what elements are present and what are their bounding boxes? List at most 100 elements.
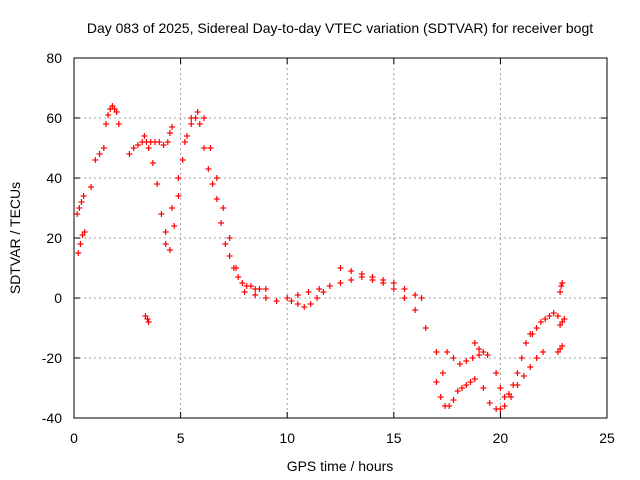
data-point <box>493 370 500 376</box>
x-tick-label: 10 <box>279 430 295 446</box>
data-point <box>497 406 504 412</box>
data-point <box>422 325 429 331</box>
data-point <box>369 274 376 280</box>
data-point <box>81 229 88 235</box>
data-point <box>459 385 466 391</box>
data-point <box>476 352 483 358</box>
data-point <box>166 130 173 136</box>
data-point <box>314 295 321 301</box>
data-point <box>527 364 534 370</box>
data-point <box>484 352 491 358</box>
data-point <box>188 121 195 127</box>
data-point <box>196 121 203 127</box>
data-point <box>207 145 214 151</box>
data-point <box>252 292 259 298</box>
data-point <box>522 340 529 346</box>
y-tick-label: -40 <box>42 410 62 426</box>
data-point <box>256 286 263 292</box>
data-point <box>162 241 169 247</box>
data-point <box>166 247 173 253</box>
data-point <box>213 175 220 181</box>
data-point <box>209 181 216 187</box>
x-tick-label: 5 <box>177 430 185 446</box>
data-point <box>546 313 553 319</box>
data-point <box>194 109 201 115</box>
data-point <box>390 286 397 292</box>
data-point <box>175 175 182 181</box>
data-point <box>505 391 512 397</box>
data-point <box>486 400 493 406</box>
data-point <box>239 280 246 286</box>
chart-title: Day 083 of 2025, Sidereal Day-to-day VTE… <box>87 20 593 36</box>
data-point <box>78 199 85 205</box>
data-point <box>520 373 527 379</box>
data-point <box>518 355 525 361</box>
data-point <box>450 355 457 361</box>
data-point <box>326 283 333 289</box>
data-point <box>401 286 408 292</box>
data-point <box>160 142 167 148</box>
data-point <box>337 280 344 286</box>
data-point <box>80 193 87 199</box>
data-point <box>144 316 151 322</box>
data-point <box>480 385 487 391</box>
data-point <box>169 124 176 130</box>
data-point <box>141 133 148 139</box>
data-point <box>181 139 188 145</box>
data-point <box>156 139 163 145</box>
data-point <box>307 301 314 307</box>
data-point <box>550 310 557 316</box>
data-point <box>96 151 103 157</box>
data-point <box>542 316 549 322</box>
data-point <box>450 397 457 403</box>
x-axis-label: GPS time / hours <box>287 458 394 474</box>
data-point <box>418 295 425 301</box>
data-point <box>284 295 291 301</box>
data-point <box>88 184 95 190</box>
data-point <box>145 145 152 151</box>
y-tick-label: 80 <box>46 50 62 66</box>
data-point <box>348 268 355 274</box>
data-point <box>433 349 440 355</box>
data-point <box>226 253 233 259</box>
y-tick-label: 60 <box>46 110 62 126</box>
data-point <box>559 343 566 349</box>
data-point <box>102 121 109 127</box>
data-point <box>262 286 269 292</box>
data-point <box>220 205 227 211</box>
data-point <box>76 205 83 211</box>
data-point <box>467 379 474 385</box>
data-point <box>169 205 176 211</box>
data-point <box>164 139 171 145</box>
data-point <box>179 157 186 163</box>
data-points <box>74 103 568 412</box>
data-point <box>469 355 476 361</box>
data-point <box>533 355 540 361</box>
data-point <box>446 403 453 409</box>
axis-ticks <box>73 57 608 419</box>
data-point <box>537 319 544 325</box>
x-tick-label: 15 <box>386 430 402 446</box>
data-point <box>557 289 564 295</box>
data-point <box>533 325 540 331</box>
data-point <box>501 403 508 409</box>
x-tick-label: 20 <box>493 430 509 446</box>
data-point <box>75 250 82 256</box>
data-point <box>113 109 120 115</box>
data-point <box>412 307 419 313</box>
data-point <box>105 112 112 118</box>
data-point <box>218 220 225 226</box>
data-point <box>77 241 84 247</box>
data-point <box>561 316 568 322</box>
data-point <box>154 181 161 187</box>
data-point <box>213 196 220 202</box>
data-point <box>380 277 387 283</box>
y-tick-label: 20 <box>46 230 62 246</box>
data-point <box>471 340 478 346</box>
tick-labels: 0 5 10 15 20 25 -40 -20 0 20 40 60 80 <box>42 50 615 446</box>
data-point <box>412 292 419 298</box>
y-tick-label: -20 <box>42 350 62 366</box>
data-point <box>439 370 446 376</box>
data-point <box>456 361 463 367</box>
